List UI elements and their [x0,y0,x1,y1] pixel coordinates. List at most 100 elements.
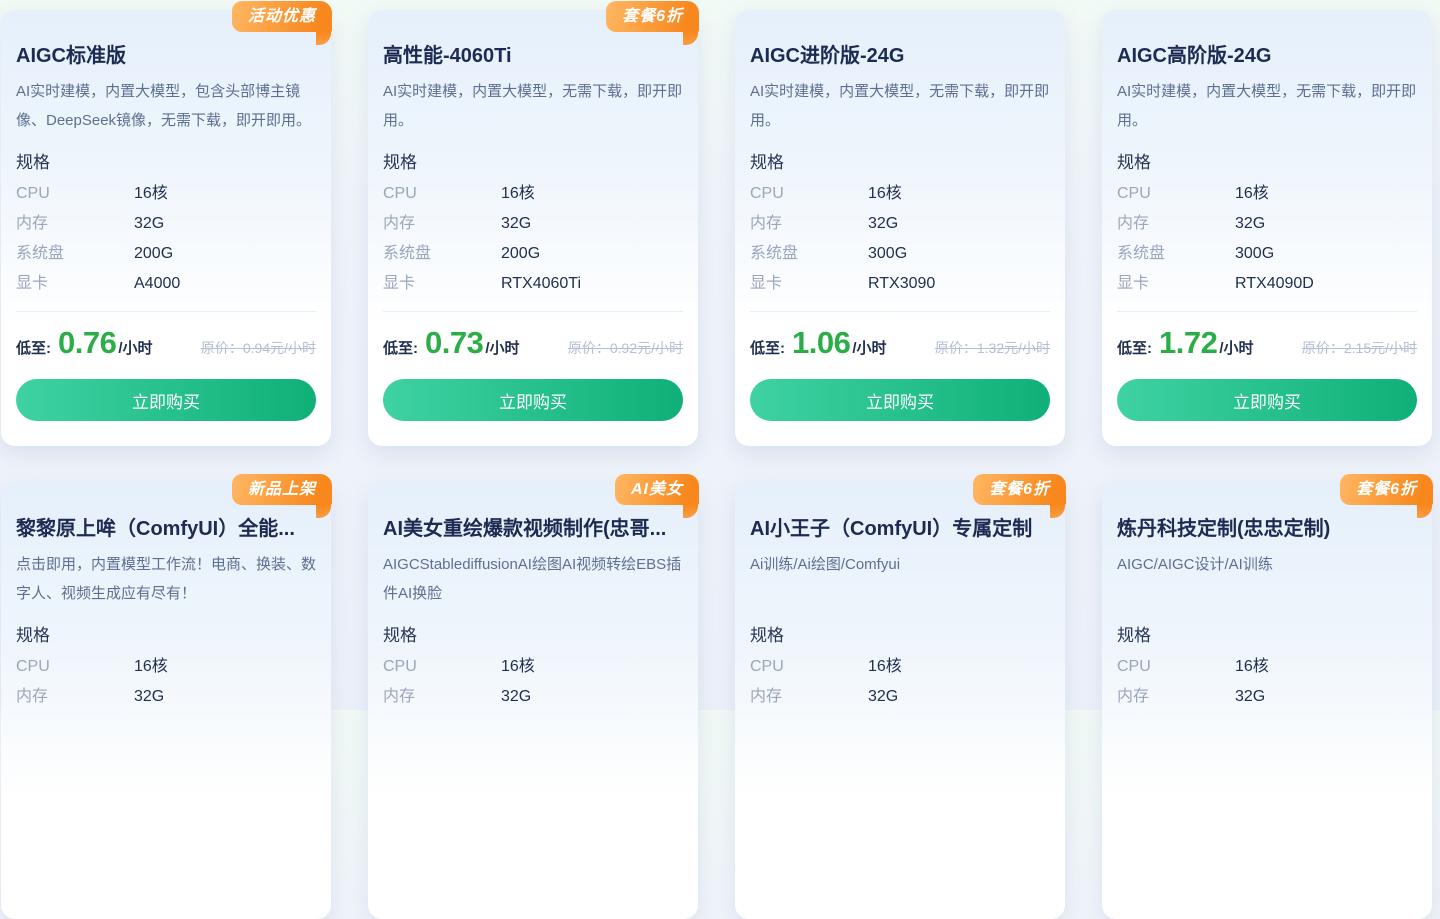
buy-now-button[interactable]: 立即购买 [16,379,316,421]
spec-row-cpu: CPU 16核 [750,179,1050,209]
product-card-aigc-advanced[interactable]: AIGC进阶版-24G AI实时建模，内置大模型，无需下载，即开即用。 规格 C… [735,10,1065,446]
original-price: 原价：0.94元/小时 [200,340,316,356]
specs-table: CPU 16核 内存 32G 系统盘 200G 显卡 A4000 [16,179,316,299]
spec-value: 16核 [134,658,168,675]
product-title: AIGC标准版 [16,45,126,67]
promo-badge: 套餐6折 [606,1,699,45]
product-description: AI实时建模，内置大模型，无需下载，即开即用。 [750,83,1050,129]
product-description: AI实时建模，内置大模型，包含头部博主镜像、DeepSeek镜像，无需下载，即开… [16,83,312,129]
specs-heading: 规格 [383,153,417,172]
spec-value: 32G [134,215,165,232]
spec-value: 16核 [1235,185,1269,202]
spec-label: CPU [750,185,784,202]
spec-value: RTX3090 [868,275,936,292]
spec-row-memory: 内存 32G [750,682,1050,712]
current-price: 0.73 [425,325,484,360]
original-price: 原价：2.15元/小时 [1301,340,1417,356]
spec-value: 32G [501,688,532,705]
spec-value: 16核 [868,658,902,675]
spec-value: 16核 [868,185,902,202]
product-description: AI实时建模，内置大模型，无需下载，即开即用。 [1117,83,1417,129]
spec-row-gpu: 显卡 RTX4060Ti [383,269,683,299]
spec-label: 显卡 [1117,275,1150,292]
original-price: 原价：0.92元/小时 [567,340,683,356]
spec-label: CPU [16,185,50,202]
product-description: Ai训练/Ai绘图/Comfyui [750,556,901,573]
product-card-aigc-premium[interactable]: AIGC高阶版-24G AI实时建模，内置大模型，无需下载，即开即用。 规格 C… [1102,10,1432,446]
spec-row-gpu: 显卡 RTX3090 [750,269,1050,299]
product-card-liandan-custom[interactable]: 套餐6折 炼丹科技定制(忠忠定制) AIGC/AIGC设计/AI训练 规格 CP… [1102,474,1433,919]
spec-value: 32G [868,215,899,232]
product-card-4060ti[interactable]: 套餐6折 高性能-4060Ti AI实时建模，内置大模型，无需下载，即开即用。 … [368,1,699,446]
spec-label: CPU [1117,658,1151,675]
spec-value: 200G [501,245,541,262]
spec-row-cpu: CPU 16核 [383,179,683,209]
promo-badge: 套餐6折 [1340,474,1433,518]
specs-heading: 规格 [383,626,417,645]
spec-row-cpu: CPU 16核 [16,652,316,682]
spec-row-disk: 系统盘 300G [750,239,1050,269]
spec-label: 内存 [750,688,783,705]
spec-label: CPU [750,658,784,675]
buy-now-button[interactable]: 立即购买 [383,379,683,421]
product-title: 黎黎原上哞（ComfyUI）全能... [16,518,295,540]
product-title: AIGC高阶版-24G [1117,45,1272,67]
buy-now-button[interactable]: 立即购买 [750,379,1050,421]
spec-label: 内存 [383,688,416,705]
specs-heading: 规格 [16,153,50,172]
spec-value: 16核 [134,185,168,202]
spec-label: CPU [383,185,417,202]
spec-label: 内存 [1117,215,1150,232]
pricing-row-top: 活动优惠 AIGC标准版 AI实时建模，内置大模型，包含头部博主镜像、DeepS… [1,1,1432,446]
product-card-ai-beauty-video[interactable]: AI美女 AI美女重绘爆款视频制作(忠哥... AIGCStablediffus… [368,474,699,919]
spec-label: 内存 [383,215,416,232]
spec-row-memory: 内存 32G [1117,209,1417,239]
specs-heading: 规格 [16,626,50,645]
spec-row-gpu: 显卡 A4000 [16,269,316,299]
spec-row-disk: 系统盘 200G [16,239,316,269]
spec-label: 显卡 [383,275,416,292]
product-card-lili-comfyui[interactable]: 新品上架 黎黎原上哞（ComfyUI）全能... 点击即用，内置模型工作流！电商… [1,474,332,919]
specs-table: CPU 16核 内存 32G 系统盘 300G 显卡 RTX4090D [1117,179,1417,299]
spec-label: CPU [1117,185,1151,202]
promo-badge: 新品上架 [231,474,332,518]
spec-value: 16核 [501,658,535,675]
product-description: AIGC/AIGC设计/AI训练 [1117,556,1273,573]
product-description: AIGCStablediffusionAI绘图AI视频转绘EBS插件AI换脸 [383,556,682,602]
spec-value: 16核 [501,185,535,202]
spec-row-memory: 内存 32G [1117,682,1417,712]
spec-row-memory: 内存 32G [16,682,316,712]
price-prefix: 低至: [750,340,785,357]
spec-row-gpu: 显卡 RTX4090D [1117,269,1417,299]
specs-heading: 规格 [750,153,784,172]
spec-label: 内存 [1117,688,1150,705]
spec-label: 系统盘 [16,245,65,262]
specs-table: CPU 16核 内存 32G [1117,652,1417,712]
spec-value: 16核 [1235,658,1269,675]
promo-badge: 套餐6折 [973,474,1066,518]
specs-heading: 规格 [1117,153,1151,172]
product-card-ai-prince-comfyui[interactable]: 套餐6折 AI小王子（ComfyUI）专属定制 Ai训练/Ai绘图/Comfyu… [735,474,1066,919]
product-card-aigc-standard[interactable]: 活动优惠 AIGC标准版 AI实时建模，内置大模型，包含头部博主镜像、DeepS… [1,1,332,446]
buy-now-button[interactable]: 立即购买 [1117,379,1417,421]
spec-label: 内存 [16,688,49,705]
product-description: 点击即用，内置模型工作流！电商、换装、数字人、视频生成应有尽有！ [16,556,316,602]
promo-badge: 活动优惠 [231,1,332,45]
spec-row-disk: 系统盘 300G [1117,239,1417,269]
current-price: 0.76 [58,325,117,360]
spec-label: 显卡 [750,275,783,292]
product-title: 高性能-4060Ti [383,45,512,67]
price-prefix: 低至: [16,340,51,357]
spec-row-cpu: CPU 16核 [1117,652,1417,682]
product-title: AIGC进阶版-24G [750,45,905,67]
specs-table: CPU 16核 内存 32G 系统盘 300G 显卡 RTX3090 [750,179,1050,299]
spec-label: 显卡 [16,275,49,292]
price-unit: /小时 [852,340,887,357]
current-price: 1.06 [792,325,851,360]
spec-value: RTX4060Ti [501,275,582,292]
pricing-row-bottom: 新品上架 黎黎原上哞（ComfyUI）全能... 点击即用，内置模型工作流！电商… [1,474,1433,919]
price-row: 低至: 1.06 /小时 原价：1.32元/小时 [750,311,1050,361]
spec-value: 300G [1235,245,1275,262]
spec-row-cpu: CPU 16核 [750,652,1050,682]
spec-label: 内存 [16,215,49,232]
